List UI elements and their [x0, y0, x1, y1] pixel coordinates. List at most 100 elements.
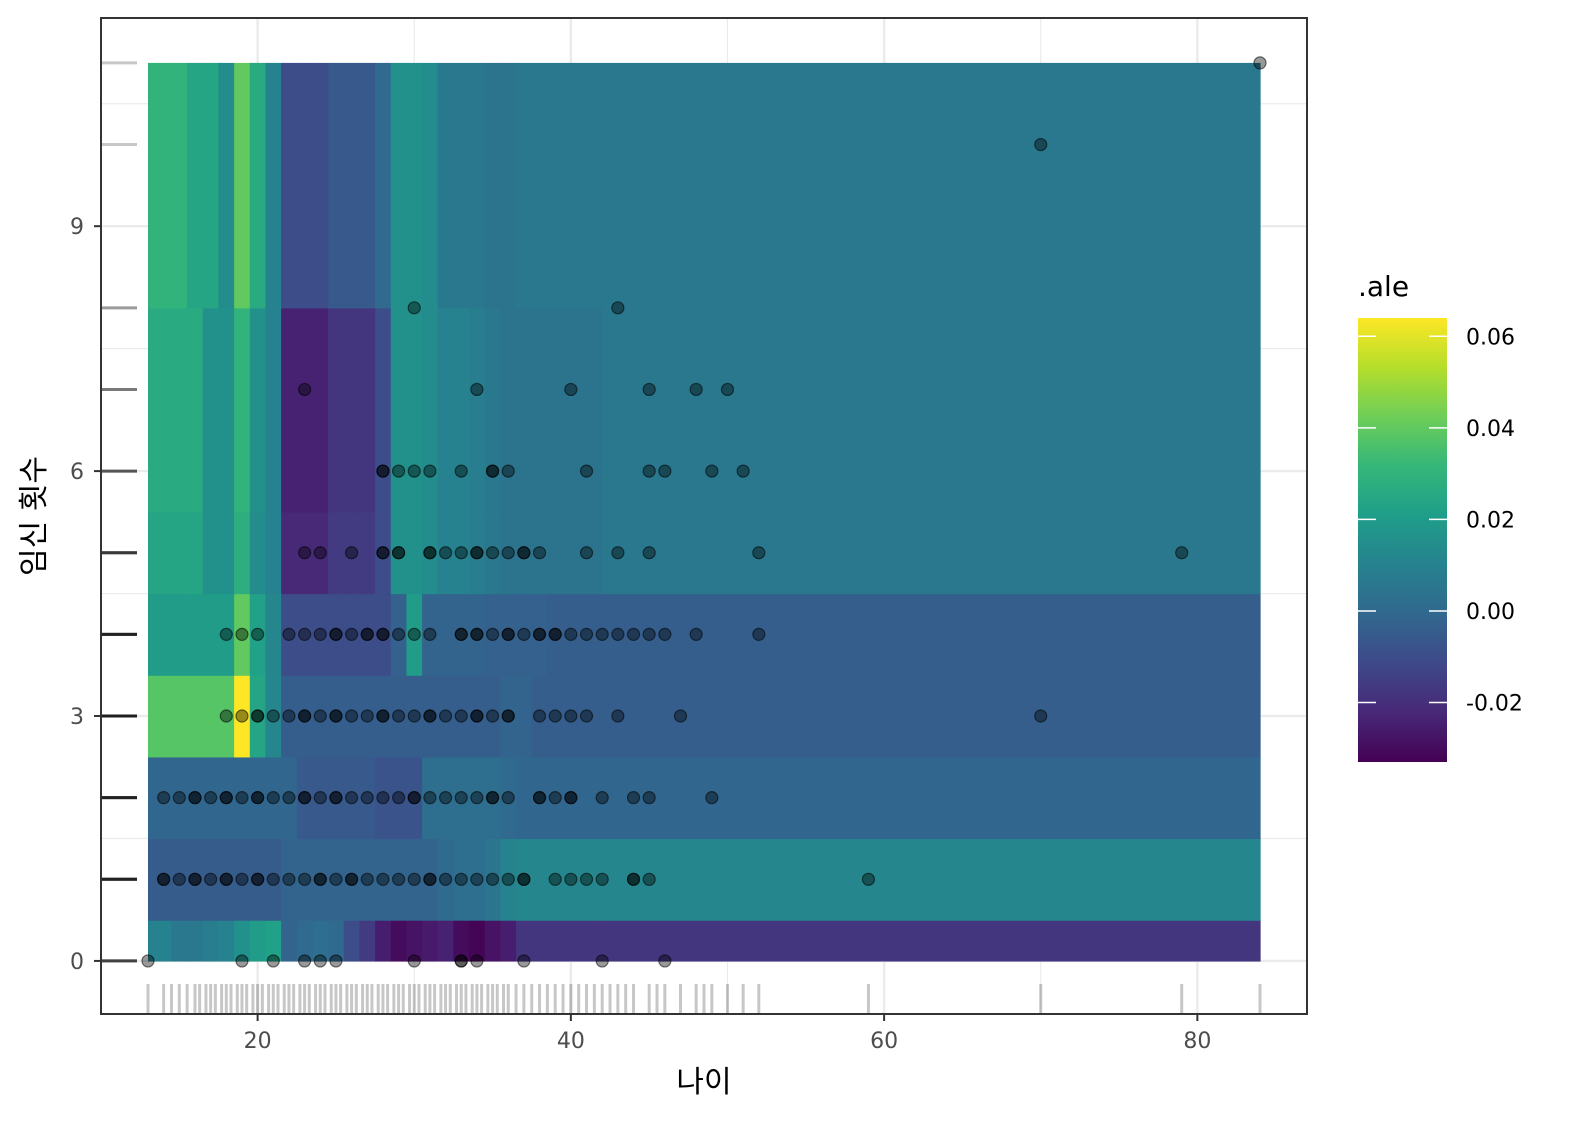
data-point: [861, 872, 876, 886]
heatmap-cell: [265, 307, 282, 513]
data-point: [298, 382, 312, 397]
data-point: [266, 872, 280, 886]
heatmap-cell: [484, 62, 501, 309]
data-point: [298, 954, 312, 968]
heatmap-cell: [437, 593, 455, 676]
heatmap-cells: [147, 62, 1261, 962]
data-point: [595, 627, 609, 641]
heatmap-cell: [265, 62, 282, 309]
heatmap-cell: [249, 307, 267, 513]
data-point: [235, 954, 249, 968]
data-point: [204, 791, 218, 805]
heatmap-cell: [296, 511, 314, 595]
data-point: [579, 709, 594, 723]
heatmap-cell: [234, 675, 251, 758]
data-point: [313, 546, 327, 560]
heatmap-cell: [187, 307, 204, 513]
heatmap-cell: [296, 920, 314, 962]
data-point: [251, 627, 265, 641]
data-point: [579, 464, 594, 478]
data-point: [219, 872, 233, 886]
data-point: [423, 546, 437, 560]
heatmap-cell: [484, 838, 501, 921]
heatmap-cell: [453, 62, 470, 309]
data-point: [282, 872, 296, 886]
data-point: [423, 791, 437, 805]
heatmap-cell: [453, 675, 470, 758]
heatmap-cell: [218, 62, 235, 309]
data-point: [251, 709, 265, 723]
data-point: [391, 627, 406, 641]
data-point: [172, 791, 186, 805]
heatmap-cell: [437, 511, 455, 595]
heatmap-cell: [328, 62, 345, 309]
data-point: [204, 872, 218, 886]
heatmap-cell: [516, 920, 533, 962]
data-point: [564, 791, 578, 805]
heatmap-cell: [602, 756, 948, 840]
heatmap-cell: [422, 920, 439, 962]
heatmap-cell: [296, 756, 314, 840]
data-point: [423, 709, 437, 723]
heatmap-cell: [202, 920, 220, 962]
heatmap-cell: [218, 920, 235, 962]
heatmap-cell: [375, 62, 392, 309]
heatmap-cell: [187, 920, 204, 962]
data-point: [329, 872, 343, 886]
heatmap-cell: [147, 593, 173, 676]
data-point: [626, 872, 641, 886]
data-point: [1253, 56, 1267, 70]
data-point: [611, 709, 625, 723]
heatmap-cell: [453, 307, 470, 513]
heatmap-cell: [547, 920, 603, 962]
x-tick-label: 40: [557, 1029, 585, 1054]
heatmap-cell: [516, 62, 533, 309]
heatmap-cell: [218, 838, 235, 921]
heatmap-cell: [484, 593, 501, 676]
heatmap-cell: [312, 838, 329, 921]
heatmap-cell: [531, 920, 548, 962]
heatmap-cell: [265, 920, 282, 962]
heatmap-cell: [390, 675, 408, 758]
heatmap-cell: [406, 307, 423, 513]
legend-tick-label: 0.06: [1466, 325, 1515, 350]
heatmap-cell: [249, 593, 267, 676]
data-point: [626, 627, 641, 641]
data-point: [454, 464, 468, 478]
heatmap-cell: [531, 307, 548, 513]
data-point: [611, 301, 625, 315]
heatmap-cell: [218, 511, 235, 595]
heatmap-cell: [484, 675, 501, 758]
heatmap-cell: [218, 675, 235, 758]
legend-title: .ale: [1358, 270, 1409, 303]
data-point: [376, 872, 390, 886]
data-point: [266, 709, 280, 723]
data-point: [532, 627, 547, 641]
heatmap-cell: [390, 62, 408, 309]
data-point: [438, 709, 453, 723]
heatmap-cell: [328, 307, 345, 513]
heatmap-cell: [249, 756, 267, 840]
heatmap-cell: [516, 756, 533, 840]
heatmap-cell: [312, 307, 329, 513]
data-point: [595, 872, 609, 886]
data-point: [438, 546, 453, 560]
heatmap-cell: [171, 62, 188, 309]
heatmap-cell: [234, 593, 251, 676]
heatmap-cell: [484, 756, 501, 840]
heatmap-cell: [375, 756, 392, 840]
legend-tick-label: 0.00: [1466, 600, 1515, 625]
data-point: [376, 791, 390, 805]
heatmap-cell: [328, 593, 345, 676]
heatmap-cell: [265, 675, 282, 758]
heatmap-cell: [406, 920, 423, 962]
heatmap-cell: [202, 838, 220, 921]
data-point: [313, 791, 327, 805]
heatmap-cell: [187, 675, 204, 758]
data-point: [485, 464, 500, 478]
heatmap-cell: [234, 756, 251, 840]
heatmap-cell: [946, 62, 1261, 309]
data-point: [344, 546, 359, 560]
data-point: [423, 627, 437, 641]
heatmap-cell: [547, 675, 603, 758]
